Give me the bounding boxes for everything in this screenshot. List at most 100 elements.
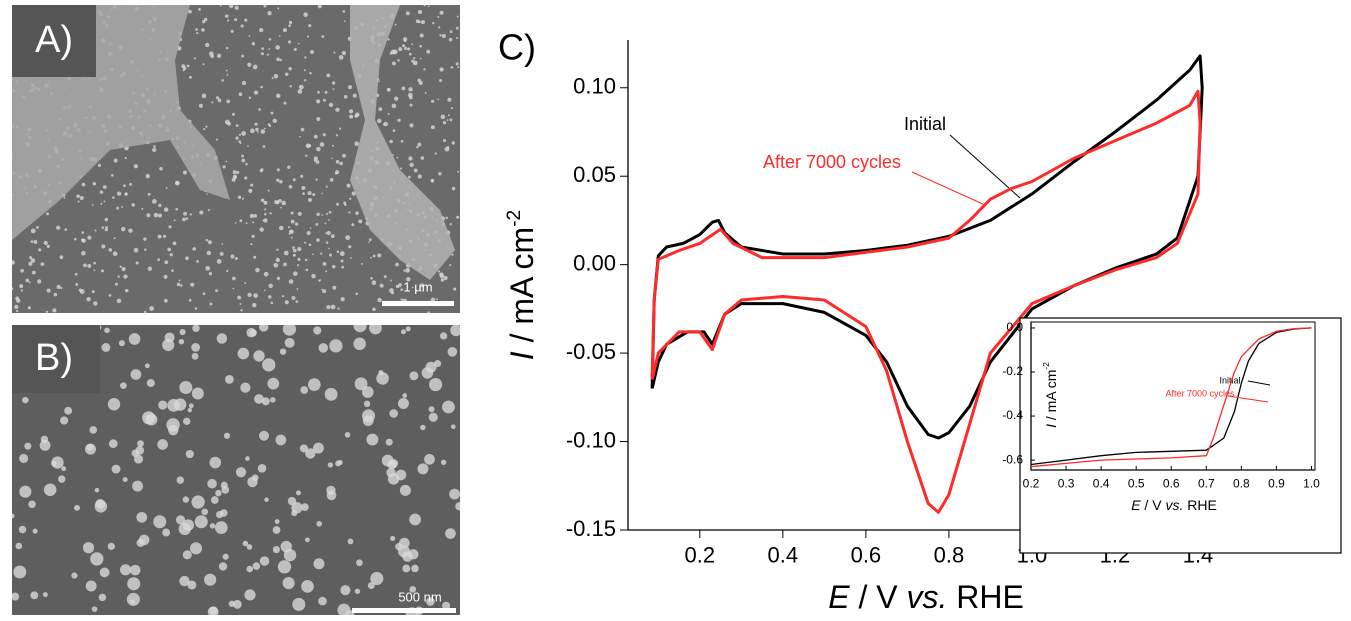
particle — [112, 196, 115, 199]
particle — [162, 528, 171, 537]
particle — [251, 42, 256, 46]
particle — [288, 66, 292, 71]
particle — [19, 485, 32, 498]
particle — [376, 372, 389, 385]
particle — [205, 265, 211, 271]
particle — [135, 261, 139, 265]
particle — [418, 80, 423, 86]
particle — [232, 287, 235, 290]
particle — [175, 515, 186, 525]
particle — [326, 73, 331, 78]
particle — [420, 424, 426, 431]
particle — [260, 129, 266, 134]
particle — [253, 255, 257, 259]
particle — [263, 5, 267, 8]
particle — [439, 10, 444, 15]
particle — [120, 382, 127, 389]
particle — [162, 234, 167, 238]
particle — [386, 87, 391, 92]
particle — [292, 246, 295, 249]
particle — [237, 295, 242, 300]
particle — [114, 282, 119, 286]
particle — [407, 92, 413, 98]
particle — [259, 227, 264, 232]
particle — [42, 592, 48, 598]
particle — [189, 542, 203, 555]
particle — [428, 412, 438, 422]
particle — [291, 502, 303, 514]
particle — [240, 24, 244, 28]
particle — [281, 295, 285, 298]
particle — [60, 287, 63, 290]
particle — [309, 71, 312, 75]
particle — [235, 124, 239, 127]
particle — [295, 300, 299, 303]
x-tick-label: 0.6 — [1163, 476, 1180, 490]
particle — [325, 185, 328, 188]
particle — [398, 283, 402, 287]
particle — [232, 276, 236, 281]
x-tick-label: 0.8 — [934, 543, 965, 568]
particle — [52, 308, 57, 313]
particle — [33, 240, 38, 244]
particle — [297, 247, 302, 252]
particle — [230, 29, 234, 33]
particle — [378, 80, 380, 83]
particle — [244, 176, 248, 180]
particle — [176, 282, 181, 287]
particle — [203, 128, 206, 131]
particle — [278, 35, 281, 37]
particle — [341, 265, 344, 269]
particle — [457, 170, 460, 173]
particle — [178, 279, 181, 282]
particle — [449, 118, 453, 122]
particle — [403, 269, 406, 272]
particle — [59, 255, 64, 260]
particle — [428, 377, 443, 392]
particle — [287, 226, 291, 229]
particle — [401, 86, 406, 91]
particle — [442, 121, 447, 125]
particle — [219, 509, 228, 517]
particle — [456, 37, 459, 40]
x-tick-label: 0.7 — [1198, 476, 1215, 490]
particle — [344, 20, 346, 23]
particle — [334, 170, 340, 175]
particle — [328, 102, 334, 108]
particle — [308, 243, 312, 247]
particle — [163, 274, 168, 279]
particle — [456, 215, 460, 219]
particle — [204, 573, 217, 586]
particle — [335, 160, 340, 164]
particle — [254, 394, 264, 404]
particle — [188, 403, 194, 409]
y-axis-label-sup: -2 — [504, 210, 525, 227]
particle — [202, 292, 206, 296]
particle — [73, 237, 77, 241]
particle — [136, 511, 148, 523]
particle — [400, 298, 403, 301]
particle — [168, 225, 172, 229]
particle — [178, 522, 191, 536]
particle — [209, 51, 214, 56]
particle — [449, 30, 453, 34]
particle — [28, 261, 33, 266]
x-tick-label: 0.4 — [1093, 476, 1110, 490]
particle — [167, 247, 171, 252]
particle — [272, 118, 277, 124]
particle — [335, 134, 339, 137]
x-axis-label-part: vs. — [906, 579, 947, 615]
particle — [387, 38, 390, 41]
y-axis-label-part: I — [1043, 424, 1059, 428]
particle — [407, 47, 411, 51]
particle — [420, 283, 425, 288]
particle — [244, 18, 248, 22]
particle — [326, 304, 331, 310]
particle — [252, 562, 261, 570]
particle — [316, 520, 323, 527]
particle — [449, 488, 460, 500]
particle — [353, 337, 366, 351]
particle — [97, 163, 102, 167]
particle — [275, 434, 287, 446]
particle — [284, 337, 295, 348]
